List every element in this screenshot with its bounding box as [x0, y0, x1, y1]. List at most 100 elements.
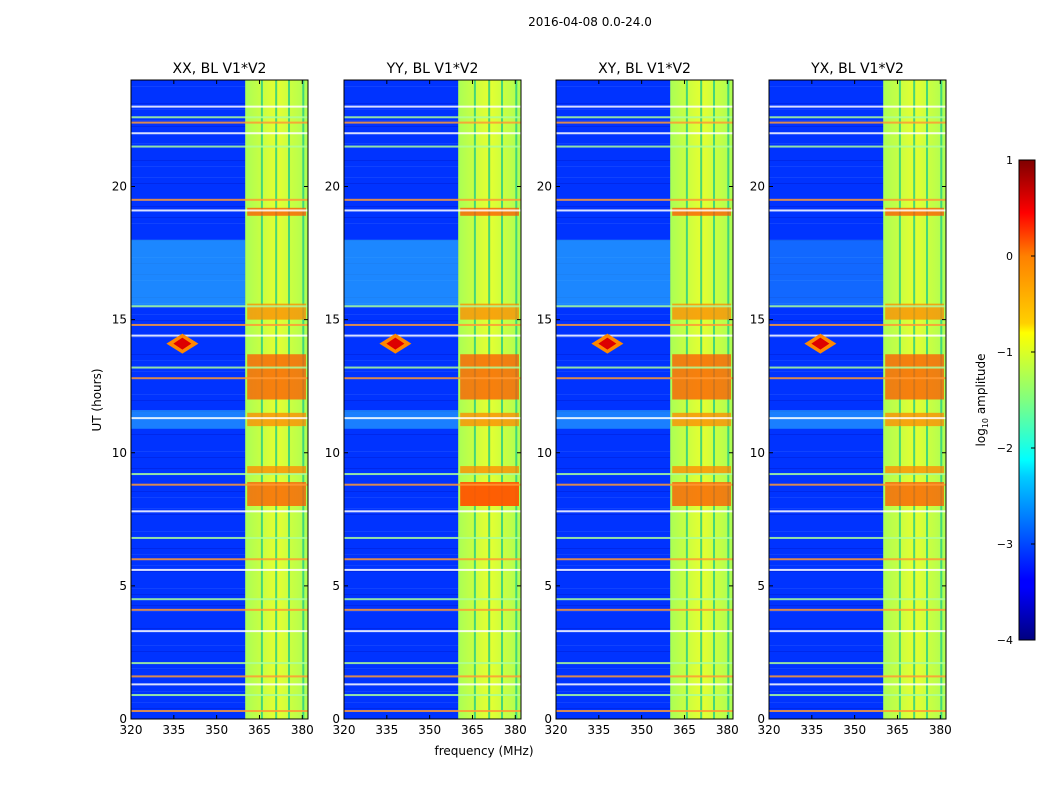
noise-line: [769, 371, 946, 372]
x-tick-label: 350: [418, 723, 441, 737]
rfi-line: [344, 568, 521, 571]
rfi-line: [556, 598, 733, 601]
rfi-line: [344, 334, 521, 337]
noise-line: [344, 468, 521, 469]
noise-line: [556, 160, 733, 161]
noise-line: [769, 217, 946, 218]
rfi-line: [131, 132, 308, 135]
noise-line: [556, 183, 733, 184]
noise-line: [769, 337, 946, 338]
noise-line: [131, 571, 308, 572]
noise-line: [344, 120, 521, 121]
rfi-line: [556, 132, 733, 135]
noise-line: [769, 257, 946, 258]
y-tick-label: 20: [325, 180, 340, 194]
x-tick-label: 320: [545, 723, 568, 737]
rfi-line: [344, 558, 521, 561]
y-tick-label: 5: [757, 579, 765, 593]
noise-line: [769, 685, 946, 686]
x-tick-label: 320: [120, 723, 143, 737]
noise-line: [131, 400, 308, 401]
band-block: [460, 303, 519, 320]
noise-line: [556, 217, 733, 218]
noise-line: [769, 628, 946, 629]
noise-line: [769, 451, 946, 452]
noise-line: [131, 103, 308, 104]
rfi-line: [344, 121, 521, 124]
noise-line: [131, 588, 308, 589]
noise-line: [769, 491, 946, 492]
rfi-line: [556, 417, 733, 420]
rfi-line: [556, 683, 733, 686]
x-tick-label: 365: [248, 723, 271, 737]
noise-line: [344, 497, 521, 498]
noise-line: [769, 531, 946, 532]
rfi-line: [131, 510, 308, 513]
noise-line: [131, 605, 308, 606]
noise-line: [769, 86, 946, 87]
noise-line: [769, 354, 946, 355]
band-block: [247, 354, 306, 400]
rfi-line: [344, 483, 521, 486]
colorbar-tick-label: −2: [997, 442, 1013, 455]
band-block: [885, 412, 944, 427]
x-axis-label: frequency (MHz): [434, 744, 533, 758]
rfi-line: [131, 116, 308, 119]
noise-line: [131, 668, 308, 669]
noise-line: [131, 354, 308, 355]
band-block: [885, 354, 944, 400]
rfi-line: [769, 198, 946, 201]
y-tick-label: 15: [750, 313, 765, 327]
hot-spot: [386, 337, 405, 350]
rfi-line: [131, 608, 308, 611]
y-tick-label: 20: [112, 180, 127, 194]
hot-spot: [811, 337, 830, 350]
y-tick-label: 20: [750, 180, 765, 194]
panel-title: XY, BL V1*V2: [598, 61, 691, 77]
speckle-region: [556, 410, 671, 429]
noise-line: [344, 605, 521, 606]
noise-line: [344, 451, 521, 452]
noise-line: [131, 160, 308, 161]
noise-line: [131, 611, 308, 612]
band-block: [885, 303, 944, 320]
rfi-line: [344, 675, 521, 678]
band-block: [672, 303, 731, 320]
noise-line: [131, 143, 308, 144]
noise-line: [556, 320, 733, 321]
rfi-line: [344, 536, 521, 539]
panel-frame: [130, 79, 309, 720]
noise-line: [556, 645, 733, 646]
speckle-region: [131, 410, 246, 429]
noise-line: [769, 303, 946, 304]
colorbar-tick-label: 0: [1006, 250, 1013, 263]
rfi-line: [131, 121, 308, 124]
noise-line: [131, 177, 308, 178]
noise-line: [769, 160, 946, 161]
rfi-line: [131, 198, 308, 201]
x-tick-label: 365: [886, 723, 909, 737]
noise-line: [344, 531, 521, 532]
noise-line: [556, 206, 733, 207]
noise-line: [769, 571, 946, 572]
noise-line: [769, 457, 946, 458]
noise-line: [131, 451, 308, 452]
noise-line: [556, 314, 733, 315]
rfi-line: [769, 694, 946, 697]
band-block: [247, 412, 306, 427]
noise-line: [344, 371, 521, 372]
noise-line: [131, 360, 308, 361]
noise-line: [344, 668, 521, 669]
noise-line: [344, 594, 521, 595]
panel-frame: [768, 79, 947, 720]
noise-line: [131, 531, 308, 532]
noise-line: [556, 628, 733, 629]
rfi-line: [769, 630, 946, 633]
rfi-line: [556, 116, 733, 119]
x-tick-label: 365: [673, 723, 696, 737]
hot-spot: [598, 337, 617, 350]
noise-line: [131, 548, 308, 549]
noise-line: [344, 508, 521, 509]
noise-line: [556, 434, 733, 435]
speckle-region: [344, 410, 459, 429]
